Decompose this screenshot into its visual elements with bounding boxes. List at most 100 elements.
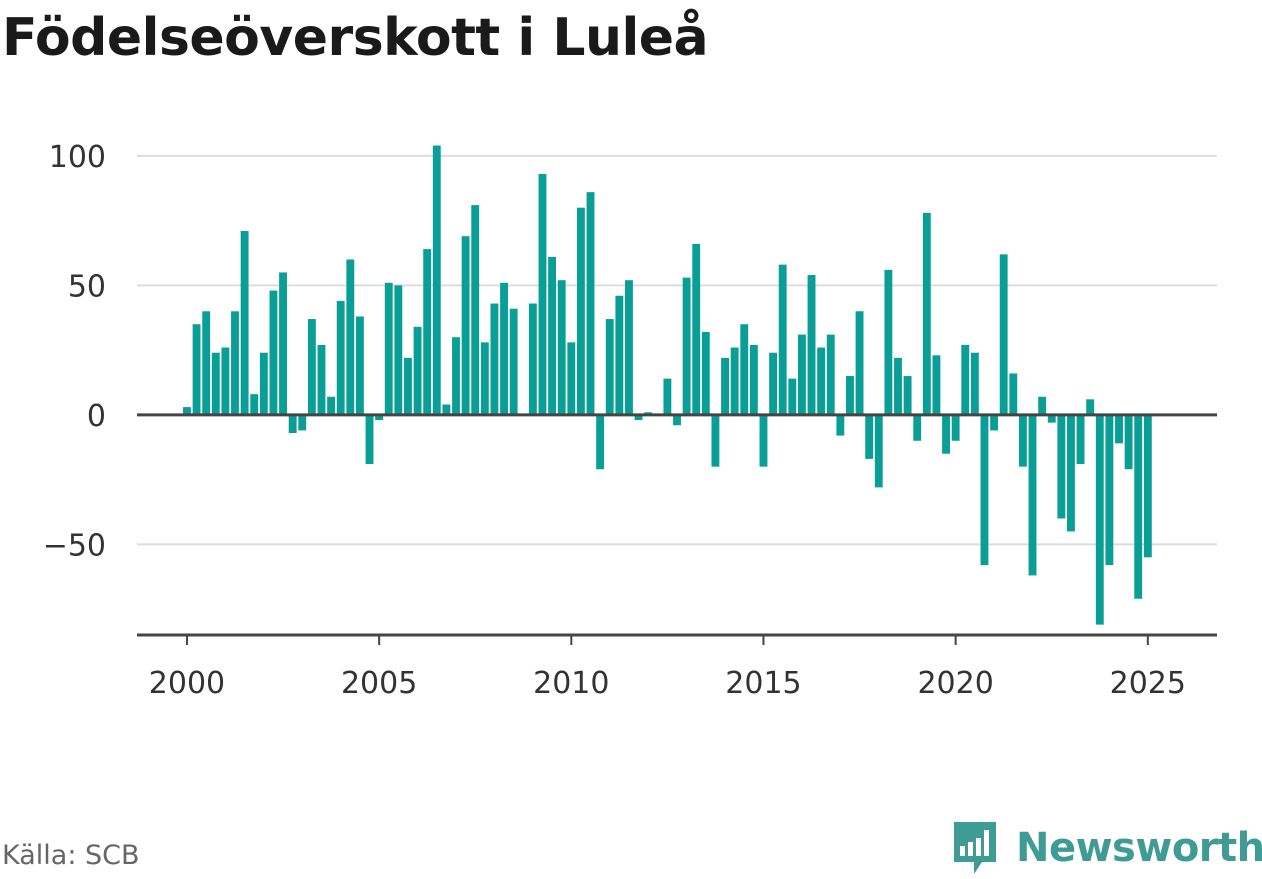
bar [596, 414, 605, 470]
bar [605, 319, 614, 415]
bar [942, 414, 950, 454]
bar [634, 414, 643, 421]
bar [884, 269, 893, 415]
bar [1076, 414, 1085, 465]
bar [980, 414, 989, 566]
bar [749, 344, 758, 415]
bar [576, 207, 585, 415]
bar [759, 414, 768, 467]
bar [336, 300, 345, 415]
x-tick-label: 2015 [725, 666, 801, 701]
bar [202, 311, 211, 415]
y-tick-label: −50 [43, 528, 106, 563]
bar [1067, 414, 1075, 532]
bar [423, 249, 432, 415]
bar [509, 308, 518, 415]
bar [183, 407, 191, 415]
source-note: Källa: SCB [2, 840, 140, 871]
bar [740, 324, 749, 415]
bar [346, 259, 355, 415]
bar [442, 404, 451, 415]
bar [817, 347, 826, 415]
bars [183, 145, 1152, 625]
bar [797, 334, 806, 415]
x-tick-label: 2005 [341, 666, 417, 701]
bar [990, 414, 999, 431]
bar [922, 212, 931, 415]
bar [673, 414, 681, 426]
bar [259, 352, 268, 415]
bar [1028, 414, 1037, 576]
bar [490, 303, 499, 415]
bar [231, 311, 239, 415]
bar [192, 324, 201, 415]
bar [826, 334, 835, 415]
bar [894, 357, 902, 415]
bar [865, 414, 874, 459]
bar [538, 174, 547, 415]
bar [269, 290, 278, 415]
tick-labels: 100 50 0 −50 2000 2005 2010 2015 2020 2025 [43, 140, 1186, 701]
bar [279, 272, 287, 415]
bar [1095, 414, 1104, 625]
bar [413, 326, 422, 415]
bar [836, 414, 845, 436]
bar [788, 378, 797, 415]
bar [1057, 414, 1066, 519]
bar [548, 256, 557, 415]
bar [874, 414, 883, 488]
y-tick-label: 100 [49, 140, 106, 175]
bar [557, 280, 566, 415]
x-tick-label: 2010 [533, 666, 609, 701]
bar [528, 303, 537, 415]
bar [1009, 373, 1018, 415]
y-tick-label: 0 [87, 399, 106, 434]
bar [807, 275, 816, 415]
brand-name: Newsworthy [1016, 825, 1262, 871]
bar [932, 355, 941, 415]
bar [221, 347, 230, 415]
gridlines [137, 154, 1217, 546]
bar [721, 357, 729, 415]
bar [855, 311, 864, 415]
chart-title: Födelseöverskott i Luleå [2, 8, 709, 68]
bar [1047, 414, 1056, 423]
bar [682, 277, 691, 415]
bar [1086, 399, 1095, 415]
bar [211, 352, 220, 415]
bar [250, 394, 259, 415]
y-tick-label: 50 [68, 269, 106, 304]
bar [778, 264, 787, 415]
axes [137, 413, 1217, 645]
bar [317, 344, 326, 415]
bar [586, 192, 595, 415]
bar [461, 236, 470, 415]
x-tick-label: 2000 [149, 666, 225, 701]
bar [1124, 414, 1133, 470]
bar [288, 414, 297, 433]
bar [375, 414, 384, 421]
bar [1115, 414, 1123, 444]
bar [663, 378, 672, 415]
bar [615, 295, 624, 415]
bar [701, 332, 710, 415]
bar [769, 352, 778, 415]
bar [1134, 414, 1143, 599]
bar [298, 414, 307, 431]
bar [711, 414, 720, 467]
bar [1038, 396, 1047, 415]
bar [307, 319, 316, 415]
bar [394, 285, 403, 415]
newsworthy-logo: Newsworthy [950, 818, 1262, 878]
bar [1018, 414, 1027, 467]
bar [404, 357, 412, 415]
bar [1105, 414, 1114, 566]
x-tick-label: 2020 [917, 666, 993, 701]
bar [625, 280, 633, 415]
bar [365, 414, 374, 465]
bar [384, 282, 393, 415]
bar [240, 231, 249, 415]
bar [355, 316, 364, 415]
bar [961, 344, 970, 415]
